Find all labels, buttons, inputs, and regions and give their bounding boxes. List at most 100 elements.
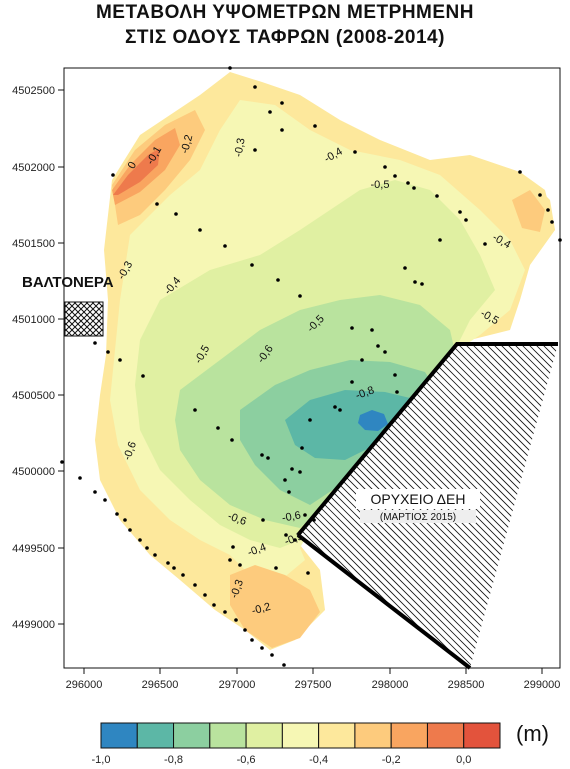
hatch-line	[478, 344, 558, 668]
survey-point	[198, 228, 202, 232]
survey-point	[383, 350, 387, 354]
hatch-line	[464, 344, 558, 668]
survey-point	[93, 341, 97, 345]
legend-swatch	[173, 722, 211, 749]
zone-minus-1-0	[358, 410, 388, 431]
map-title-line-2: ΣΤΙΣ ΟΔΟΥΣ ΤΑΦΡΩΝ (2008-2014)	[125, 27, 445, 48]
contour-label: 0	[126, 160, 139, 171]
survey-point	[238, 563, 242, 567]
hatch-line	[298, 344, 526, 668]
hatch-line	[298, 344, 463, 668]
zone-nw-0-0	[113, 148, 160, 195]
legend-swatch	[390, 722, 428, 749]
survey-point	[280, 101, 284, 105]
survey-point	[413, 280, 417, 284]
survey-point	[172, 566, 176, 570]
survey-point	[283, 478, 287, 482]
legend-swatch	[245, 722, 283, 749]
legend-tick-label: -1,0	[92, 754, 111, 766]
survey-point	[203, 593, 207, 597]
survey-point	[250, 638, 254, 642]
contour-label: -0,2	[251, 601, 272, 618]
survey-point	[270, 653, 274, 657]
survey-point	[353, 150, 357, 154]
survey-point	[118, 358, 122, 362]
y-tick-label: 4499000	[12, 619, 55, 631]
survey-point	[312, 518, 316, 522]
y-tick-label: 4501000	[12, 314, 55, 326]
contour-label: -0,6	[281, 509, 302, 524]
survey-point	[306, 571, 310, 575]
legend-swatch	[463, 722, 501, 749]
survey-point	[141, 374, 145, 378]
mine-label: ΟΡΥΧΕΙΟ ΔΕΗ	[371, 491, 466, 507]
mine-label-bg	[356, 489, 480, 509]
survey-point	[350, 380, 354, 384]
y-tick-label: 4502500	[12, 85, 55, 97]
survey-point	[435, 194, 439, 198]
valtonera-marsh-symbol	[64, 301, 104, 337]
survey-point	[123, 518, 127, 522]
survey-point	[60, 460, 64, 464]
survey-point	[261, 518, 265, 522]
x-tick-label: 297500	[295, 679, 332, 691]
survey-point	[518, 170, 522, 174]
zone-ne-minus-0-2	[512, 190, 545, 232]
survey-point	[376, 344, 380, 348]
legend-swatch	[426, 722, 465, 749]
y-axis-ticks: 4502500 4502000 4501500 4501000 4500500 45000…	[12, 85, 64, 631]
contour-label: -0,2	[179, 134, 196, 155]
zone-minus-0-8	[285, 390, 410, 460]
hatch-line	[298, 344, 512, 668]
legend-swatch	[281, 722, 320, 749]
x-axis-ticks: 296000 296500 297000 297500 298000 298500 2990…	[66, 668, 561, 691]
survey-point	[383, 165, 387, 169]
hatch-line	[436, 344, 558, 668]
y-tick-label: 4500000	[12, 466, 55, 478]
survey-point	[250, 263, 254, 267]
survey-point	[313, 124, 317, 128]
survey-point	[483, 242, 487, 246]
survey-point	[438, 238, 442, 242]
survey-point	[228, 66, 232, 70]
survey-point	[406, 181, 410, 185]
survey-point	[128, 528, 132, 532]
survey-point	[287, 490, 291, 494]
survey-point	[181, 573, 185, 577]
survey-point	[115, 512, 119, 516]
survey-point	[290, 467, 294, 471]
survey-point	[266, 456, 270, 460]
hatch-line	[457, 344, 558, 668]
x-tick-label: 299000	[524, 679, 561, 691]
zone-sw-minus-0-2	[230, 565, 320, 648]
x-tick-label: 298500	[448, 679, 485, 691]
x-tick-label: 296500	[142, 679, 179, 691]
survey-point	[546, 208, 550, 212]
survey-point	[393, 174, 397, 178]
y-tick-label: 4499500	[12, 543, 55, 555]
x-tick-label: 298000	[372, 679, 409, 691]
survey-point	[78, 476, 82, 480]
legend-swatch	[209, 722, 247, 749]
hatch-line	[408, 344, 558, 668]
survey-point	[193, 408, 197, 412]
legend-tick-label: -0,2	[382, 754, 401, 766]
hatch-line	[485, 344, 558, 668]
survey-point	[300, 446, 304, 450]
legend-unit: (m)	[516, 721, 549, 746]
survey-point	[230, 438, 234, 442]
legend-tick-label: -0,6	[237, 754, 256, 766]
survey-point	[216, 426, 220, 430]
survey-point	[458, 210, 462, 214]
survey-point	[243, 628, 247, 632]
survey-point	[550, 220, 554, 224]
survey-point	[308, 418, 312, 422]
legend-tick-label: -0,8	[164, 754, 183, 766]
survey-point	[538, 193, 542, 197]
survey-point	[111, 173, 115, 177]
survey-point	[395, 390, 399, 394]
legend-swatch	[318, 722, 356, 749]
survey-point	[212, 603, 216, 607]
survey-point	[234, 618, 238, 622]
survey-point	[464, 218, 468, 222]
